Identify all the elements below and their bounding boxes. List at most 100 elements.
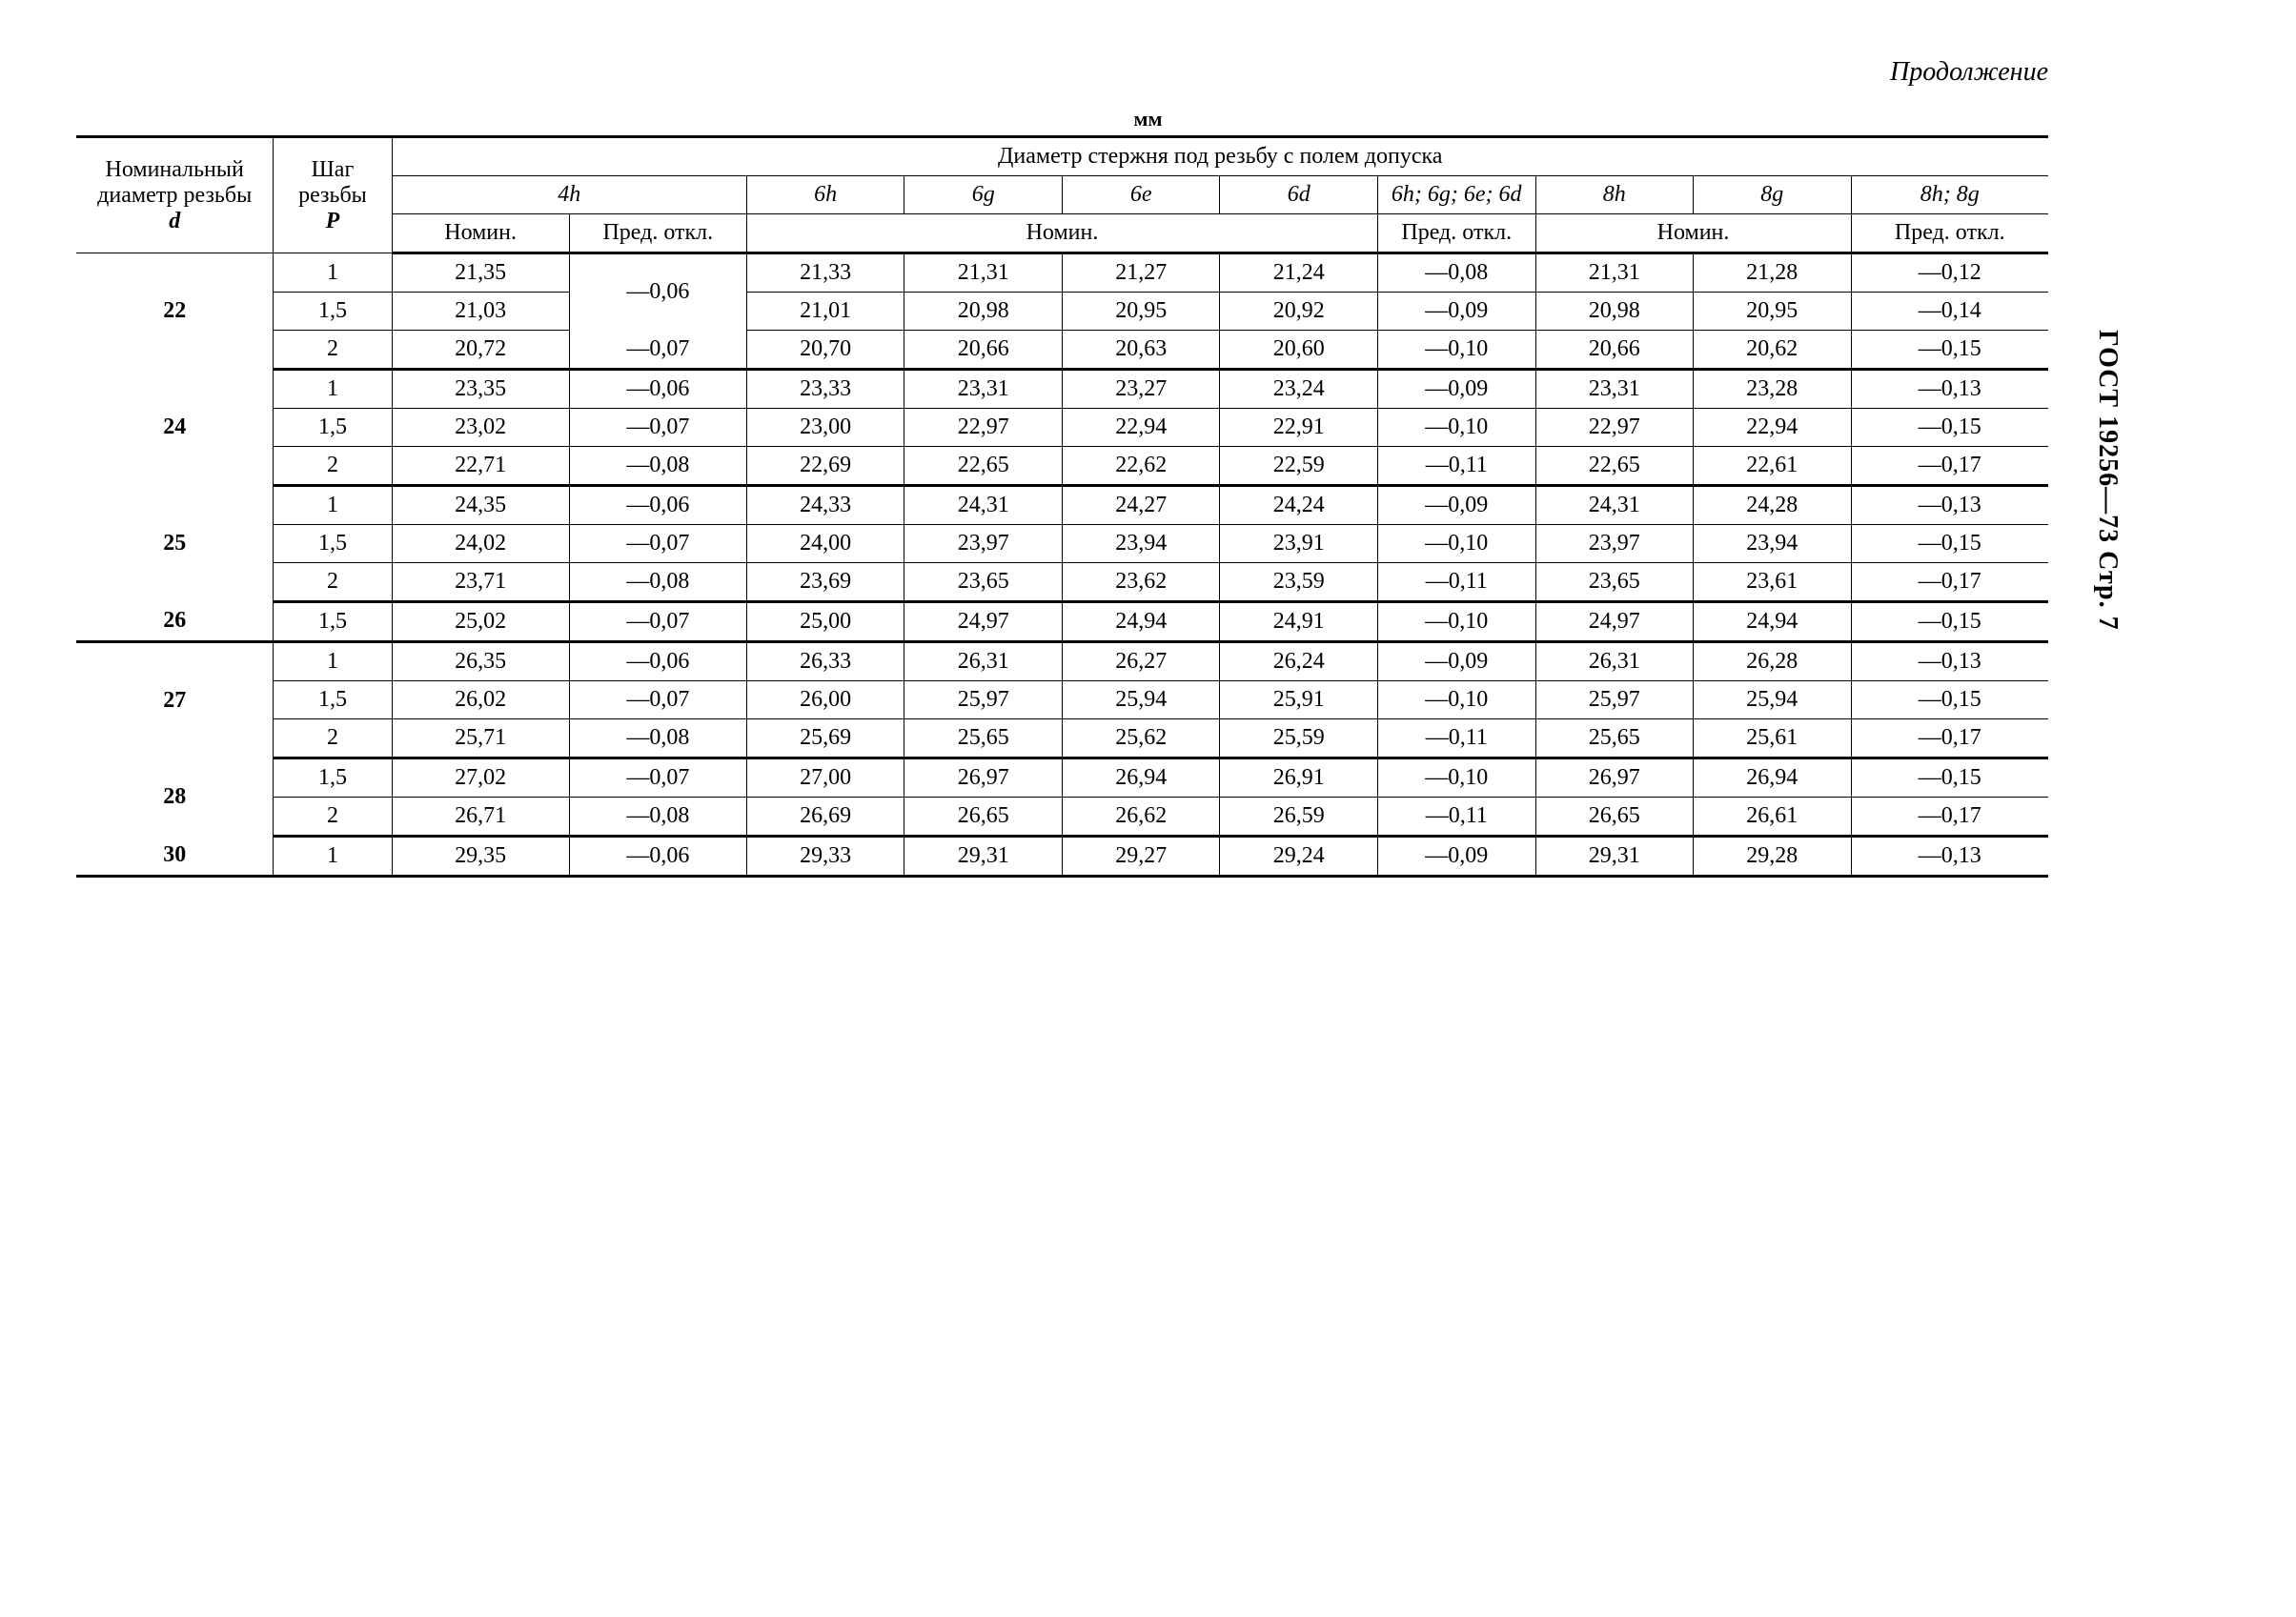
cell-6-dev: —0,10 [1377,331,1535,370]
cell-6-nom: 25,62 [1062,719,1220,758]
table-row: 220,72—0,0720,7020,6620,6320,60—0,1020,6… [76,331,2048,370]
cell-8-dev: —0,15 [1851,525,2048,563]
cell-6-nom: 23,62 [1062,563,1220,602]
continuation-label: Продолжение [76,57,2220,88]
cell-8-dev: —0,13 [1851,837,2048,877]
cell-8-nom: 23,61 [1694,563,1852,602]
cell-6-nom: 26,00 [746,681,904,719]
cell-4h-nom: 26,35 [392,642,569,681]
cell-pitch: 1,5 [274,525,392,563]
cell-6-nom: 20,92 [1220,293,1378,331]
cell-6-dev: —0,10 [1377,602,1535,642]
cell-6-dev: —0,10 [1377,525,1535,563]
cell-8-dev: —0,17 [1851,563,2048,602]
cell-6-nom: 23,00 [746,409,904,447]
thread-table: Номинальный диаметр резьбы d Шаг резьбы … [76,135,2048,878]
cell-8-dev: —0,15 [1851,681,2048,719]
cell-6-nom: 26,97 [904,758,1063,798]
cell-8-nom: 22,94 [1694,409,1852,447]
cell-6-nom: 25,97 [904,681,1063,719]
cell-8-dev: —0,14 [1851,293,2048,331]
cell-diameter: 27 [76,642,274,758]
cell-6-nom: 24,00 [746,525,904,563]
cell-8-nom: 29,31 [1535,837,1694,877]
cell-6-nom: 24,33 [746,486,904,525]
hdr-4h-nom: Номин. [392,214,569,253]
hdr-6-nom: Номин. [746,214,1377,253]
cell-6-nom: 23,65 [904,563,1063,602]
cell-6-dev: —0,09 [1377,370,1535,409]
cell-4h-nom: 25,02 [392,602,569,642]
table-row: 1,523,02—0,0723,0022,9722,9422,91—0,1022… [76,409,2048,447]
hdr-diameter-row: Диаметр стержня под резьбу с полем допус… [392,137,2048,176]
table-body: 22121,35—0,0621,3321,3121,2721,24—0,0821… [76,253,2048,877]
cell-diameter: 26 [76,602,274,642]
table-row: 25124,35—0,0624,3324,3124,2724,24—0,0924… [76,486,2048,525]
cell-8-nom: 25,61 [1694,719,1852,758]
table-row: 261,525,02—0,0725,0024,9724,9424,91—0,10… [76,602,2048,642]
hdr-6-dev: Пред. откл. [1377,214,1535,253]
cell-6-dev: —0,11 [1377,798,1535,837]
cell-pitch: 2 [274,798,392,837]
cell-pitch: 2 [274,563,392,602]
hdr-4h-dev: Пред. откл. [569,214,746,253]
cell-8-nom: 22,61 [1694,447,1852,486]
cell-pitch: 1 [274,253,392,293]
cell-8-nom: 26,97 [1535,758,1694,798]
cell-pitch: 2 [274,447,392,486]
cell-8-nom: 26,65 [1535,798,1694,837]
cell-6-nom: 21,27 [1062,253,1220,293]
cell-pitch: 1,5 [274,602,392,642]
spine-label: ГОСТ 19256—73 Стр. 7 [2092,329,2123,630]
cell-8-nom: 23,94 [1694,525,1852,563]
cell-6-nom: 26,65 [904,798,1063,837]
cell-6-dev: —0,09 [1377,486,1535,525]
cell-pitch: 1 [274,837,392,877]
cell-6-nom: 20,60 [1220,331,1378,370]
cell-6-nom: 22,59 [1220,447,1378,486]
hdr-6g: 6g [904,176,1063,214]
cell-8-dev: —0,17 [1851,447,2048,486]
cell-6-nom: 27,00 [746,758,904,798]
table-row: 27126,35—0,0626,3326,3126,2726,24—0,0926… [76,642,2048,681]
cell-8-nom: 22,97 [1535,409,1694,447]
cell-4h-nom: 23,35 [392,370,569,409]
cell-6-nom: 26,91 [1220,758,1378,798]
cell-6-dev: —0,09 [1377,642,1535,681]
cell-6-nom: 22,65 [904,447,1063,486]
cell-pitch: 1 [274,486,392,525]
cell-8-dev: —0,13 [1851,486,2048,525]
cell-6-nom: 24,91 [1220,602,1378,642]
hdr-6d: 6d [1220,176,1378,214]
cell-4h-dev: —0,06 [569,642,746,681]
cell-4h-nom: 21,35 [392,253,569,293]
cell-6-nom: 26,27 [1062,642,1220,681]
cell-4h-nom: 21,03 [392,293,569,331]
hdr-6e: 6e [1062,176,1220,214]
cell-8-dev: —0,15 [1851,331,2048,370]
cell-4h-dev: —0,08 [569,798,746,837]
cell-6-nom: 22,91 [1220,409,1378,447]
cell-6-nom: 29,24 [1220,837,1378,877]
cell-4h-nom: 23,71 [392,563,569,602]
hdr-8combined: 8h; 8g [1851,176,2048,214]
cell-pitch: 1,5 [274,293,392,331]
cell-4h-nom: 23,02 [392,409,569,447]
cell-6-nom: 22,69 [746,447,904,486]
cell-6-nom: 25,00 [746,602,904,642]
cell-6-nom: 24,31 [904,486,1063,525]
units-label: мм [76,107,2220,131]
cell-6-nom: 26,69 [746,798,904,837]
cell-4h-dev: —0,07 [569,409,746,447]
cell-8-nom: 24,94 [1694,602,1852,642]
cell-pitch: 1,5 [274,409,392,447]
cell-6-nom: 24,94 [1062,602,1220,642]
cell-6-nom: 26,33 [746,642,904,681]
cell-8-dev: —0,15 [1851,409,2048,447]
hdr-pitch: Шаг резьбы P [274,137,392,253]
cell-4h-dev: —0,06 [569,837,746,877]
cell-8-nom: 20,66 [1535,331,1694,370]
cell-8-nom: 26,61 [1694,798,1852,837]
cell-6-nom: 23,94 [1062,525,1220,563]
cell-6-dev: —0,10 [1377,409,1535,447]
